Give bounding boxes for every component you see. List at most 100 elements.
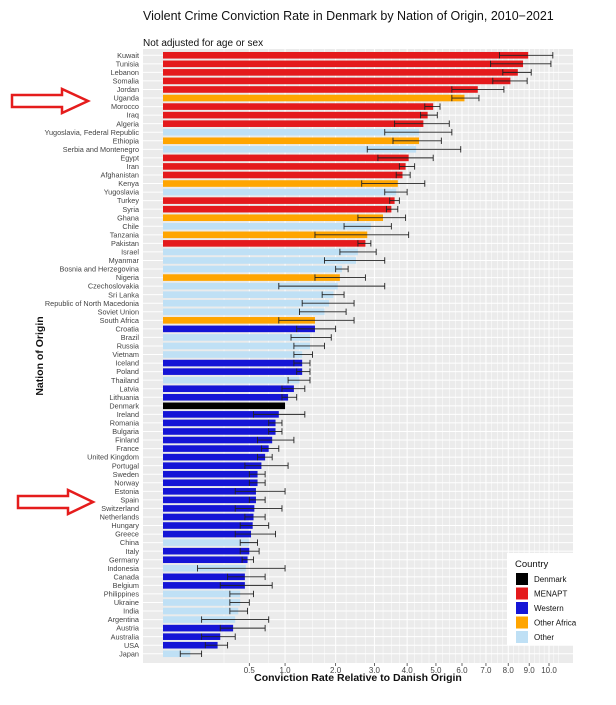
x-tick-label: 9.0 (524, 666, 536, 675)
bar-poland (163, 368, 303, 375)
bar-india (163, 607, 239, 615)
bar-estonia (163, 488, 256, 495)
y-tick-label: Jordan (117, 85, 139, 94)
bar-sweden (163, 470, 258, 478)
bar-tunisia (163, 60, 524, 68)
y-tick-label: Portugal (112, 461, 140, 470)
y-tick-label: Belgium (113, 581, 139, 590)
bar-usa (163, 641, 218, 649)
bar-myanmar (163, 257, 356, 264)
bar-hungary (163, 522, 253, 529)
bar-lebanon (163, 69, 518, 76)
bar-bulgaria (163, 428, 276, 435)
x-tick-label: 10.0 (541, 666, 557, 675)
error-bars (179, 52, 554, 657)
y-tick-label: Japan (119, 649, 139, 658)
y-tick-label: Lebanon (111, 68, 139, 77)
bar-nigeria (163, 274, 340, 281)
bar-turkey (163, 197, 395, 204)
y-tick-label: Somalia (113, 77, 140, 86)
bar-serbia-and-montenegro (163, 146, 417, 153)
y-tick-label: Afghanistan (100, 171, 139, 180)
y-tick-label: Russia (117, 342, 140, 351)
bar-soviet-union (163, 308, 325, 316)
y-tick-label: Nigeria (116, 273, 140, 282)
y-tick-label: Indonesia (107, 564, 140, 573)
y-tick-label: Pakistan (111, 239, 139, 248)
y-tick-label: Israel (121, 248, 139, 257)
y-tick-label: Iraq (126, 111, 139, 120)
chart-title: Violent Crime Conviction Rate in Denmark… (143, 9, 554, 23)
bar-czechoslovakia (163, 282, 338, 290)
bar-ukraine (163, 599, 241, 606)
bar-russia (163, 342, 310, 350)
bar-kuwait (163, 51, 529, 59)
bar-bosnia-and-herzegovina (163, 265, 342, 273)
bars (163, 51, 529, 658)
x-tick-label: 7.0 (480, 666, 492, 675)
y-tick-label: Ireland (117, 410, 139, 419)
y-tick-label: Bulgaria (112, 427, 140, 436)
bar-canada (163, 573, 245, 581)
bar-austria (163, 624, 234, 632)
bar-portugal (163, 462, 262, 469)
bar-pakistan (163, 240, 366, 247)
legend-swatch (516, 573, 528, 585)
bar-syria (163, 205, 392, 213)
bar-germany (163, 556, 248, 564)
y-tick-label: Lithuania (109, 393, 140, 402)
legend-label: Other Africa (534, 619, 577, 628)
y-tick-label: Syria (122, 205, 140, 214)
y-tick-label: Germany (109, 555, 139, 564)
y-tick-label: Bosnia and Herzegovina (59, 265, 139, 274)
bar-croatia (163, 325, 315, 333)
bar-latvia (163, 385, 294, 393)
arrow-annotation-uganda (10, 87, 91, 115)
legend-title: Country (515, 559, 549, 570)
bar-chile (163, 222, 371, 230)
bar-ireland (163, 411, 279, 418)
chart-subtitle: Not adjusted for age or sex (143, 38, 263, 49)
bar-jordan (163, 86, 478, 93)
y-tick-label: Norway (114, 478, 139, 487)
y-tick-label: Australia (111, 632, 140, 641)
y-tick-label: Ghana (117, 213, 140, 222)
y-tick-label: Estonia (115, 487, 140, 496)
bar-greece (163, 530, 252, 538)
y-tick-label: Serbia and Montenegro (63, 145, 139, 154)
bar-belgium (163, 582, 245, 589)
y-tick-label: Myanmar (109, 256, 140, 265)
y-tick-label: Yugoslavia (104, 188, 140, 197)
y-tick-label: USA (124, 641, 139, 650)
y-tick-label: France (116, 444, 139, 453)
y-tick-label: Czechoslovakia (88, 282, 140, 291)
legend-label: MENAPT (534, 590, 567, 599)
y-tick-label: Egypt (120, 153, 139, 162)
y-tick-label: Ukraine (114, 598, 139, 607)
bar-israel (163, 248, 358, 256)
y-tick-label: Iceland (115, 359, 139, 368)
y-tick-label: Ethiopia (113, 136, 140, 145)
y-tick-label: Kenya (118, 179, 140, 188)
bar-morocco (163, 103, 434, 110)
legend-swatch (516, 602, 528, 614)
bar-philippines (163, 590, 241, 598)
bar-thailand (163, 376, 300, 384)
bar-sri-lanka (163, 291, 334, 298)
bar-somalia (163, 77, 511, 85)
y-tick-label: South Africa (100, 316, 140, 325)
arrow-annotation-spain (16, 488, 96, 516)
x-tick-label: 1.0 (280, 666, 292, 675)
y-tick-label: Austria (116, 624, 140, 633)
bar-afghanistan (163, 171, 403, 179)
y-tick-label: Croatia (115, 324, 139, 333)
x-tick-label: 3.0 (369, 666, 381, 675)
bar-japan (163, 650, 191, 658)
y-tick-label: Yugoslavia, Federal Republic (44, 128, 139, 137)
legend-swatch (516, 616, 528, 629)
x-tick-labels: 0.5 1.0 2.0 3.0 4.0 5.0 6.0 7.0 8.0 9.0 10.0 (244, 663, 557, 675)
bar-switzerland (163, 505, 255, 512)
bar-france (163, 445, 269, 452)
bar-ethiopia (163, 137, 420, 145)
